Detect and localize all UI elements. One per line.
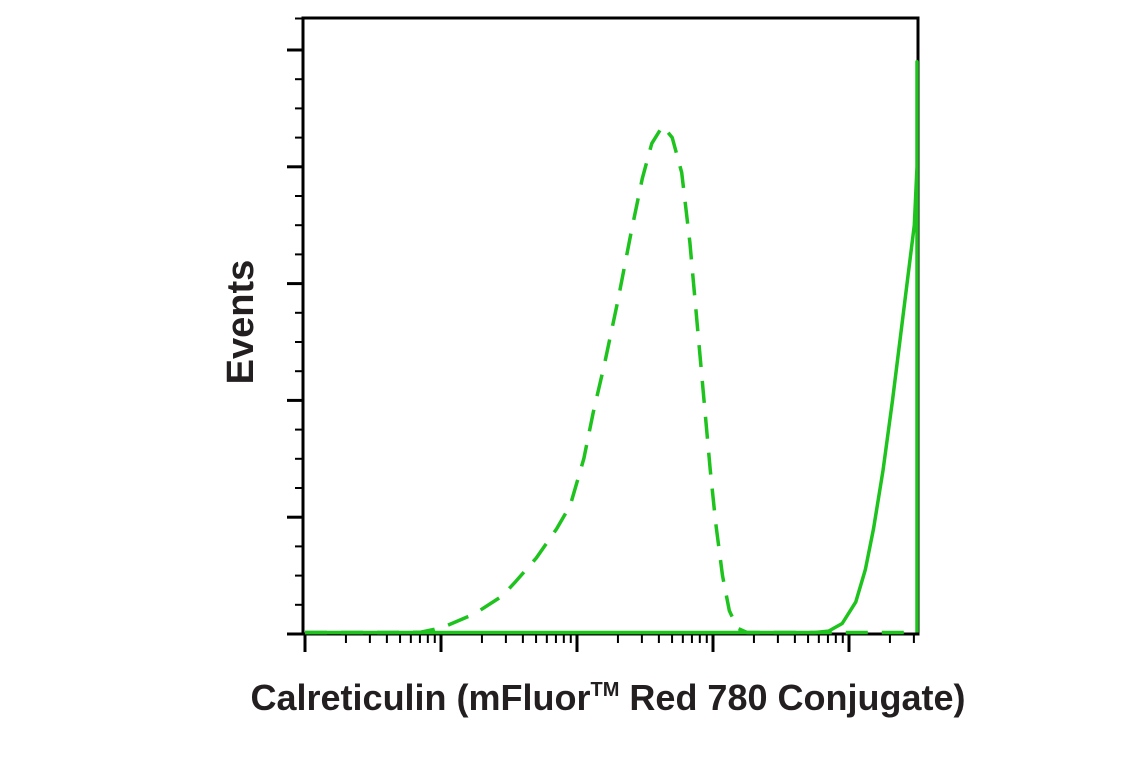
- y-axis-label: Events: [220, 260, 262, 385]
- stained-histogram-line: [305, 59, 919, 635]
- control-histogram-line: [305, 124, 917, 635]
- series-layer: [305, 59, 919, 635]
- plot-frame: [301, 16, 920, 636]
- y-axis-ticks: [287, 17, 303, 636]
- x-axis-label-rest: Red 780 Conjugate): [619, 677, 965, 718]
- x-axis-label-main: Calreticulin (mFluor: [251, 677, 591, 718]
- x-axis-label-tm: TM: [591, 679, 620, 701]
- x-axis-label: Calreticulin (mFluorTM Red 780 Conjugate…: [251, 677, 966, 718]
- x-axis-ticks: [303, 634, 915, 652]
